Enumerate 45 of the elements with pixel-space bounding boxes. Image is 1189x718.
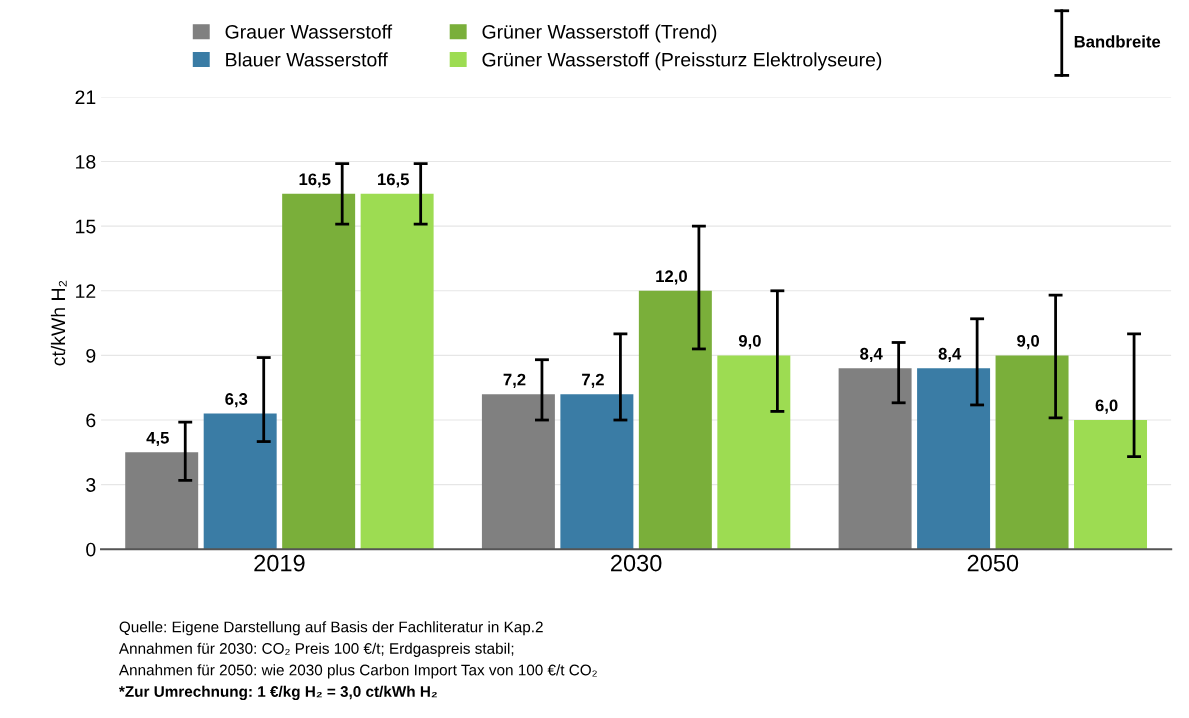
legend-label: Blauer Wasserstoff xyxy=(226,52,388,67)
bar xyxy=(717,355,791,550)
data-label: 8,4 xyxy=(938,347,962,363)
bar xyxy=(995,355,1069,550)
x-tick-label: 2030 xyxy=(611,554,662,572)
data-label: 4,5 xyxy=(146,432,169,447)
y-tick-label: 18 xyxy=(76,155,96,169)
legend-label: Grüner Wasserstoff (Trend) xyxy=(482,24,717,43)
bar xyxy=(917,368,991,550)
data-label: 9,0 xyxy=(738,334,761,350)
x-tick-label: 2050 xyxy=(967,554,1019,572)
y-tick-label: 3 xyxy=(86,478,96,492)
bar xyxy=(481,394,555,550)
text: *Zur Umrechnung: 1 €/kg H₂ = 3,0 ct/kWh H₂ xyxy=(118,685,437,701)
data-label: 6,3 xyxy=(225,393,248,408)
bar xyxy=(125,452,199,550)
data-label: 16,5 xyxy=(299,173,331,188)
data-label: 8,4 xyxy=(860,347,883,363)
y-axis-title: ct/kWh H₂ xyxy=(50,280,67,366)
x-tick-label: 2019 xyxy=(254,554,305,572)
y-tick-label: 15 xyxy=(76,219,96,234)
source-note: Quelle: Eigene Darstellung auf Basis der Fachliteratur in Kap.2 xyxy=(119,621,543,636)
text: Bandbreite xyxy=(1074,35,1161,48)
data-label: 7,2 xyxy=(582,373,604,388)
y-tick-label: 0 xyxy=(86,542,96,557)
bar xyxy=(638,290,712,550)
data-label: 12,0 xyxy=(656,270,687,285)
legend-label: Grauer Wasserstoff xyxy=(225,24,393,39)
bar xyxy=(560,394,634,550)
y-tick-label: 6 xyxy=(86,413,96,428)
bar xyxy=(203,413,277,550)
y-tick-label: 12 xyxy=(76,284,96,298)
bar xyxy=(282,193,356,550)
text: Annahmen für 2050: wie 2030 plus Carbon Import Tax von 100 €/t CO₂ xyxy=(118,664,597,679)
bar xyxy=(1074,420,1148,550)
y-tick-label: 9 xyxy=(86,348,96,363)
data-label: 9,0 xyxy=(1017,334,1040,350)
data-label: 16,5 xyxy=(378,173,409,188)
bar xyxy=(838,368,912,550)
text: Annahmen für 2030: CO₂ Preis 100 €/t; Erdgaspreis stabil; xyxy=(118,642,514,657)
data-label: 6,0 xyxy=(1095,399,1118,414)
legend-label: Grüner Wasserstoff (Preissturz Elektrolyseure) xyxy=(482,52,882,71)
y-tick-label: 21 xyxy=(75,90,96,104)
bar xyxy=(360,193,434,550)
data-label: 7,2 xyxy=(503,373,526,388)
